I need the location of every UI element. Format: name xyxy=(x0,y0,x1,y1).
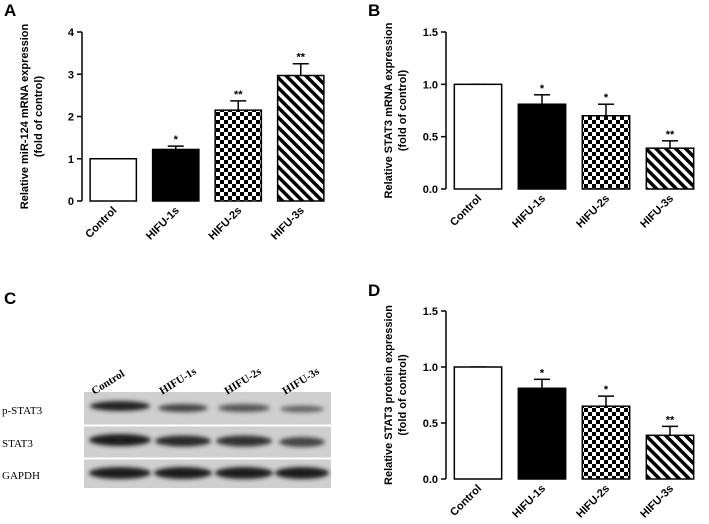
significance-label: ** xyxy=(296,52,305,64)
significance-label: * xyxy=(540,367,545,379)
blot-panel: C xyxy=(4,289,331,488)
x-tick-label: HIFU-3s xyxy=(638,483,676,521)
x-tick-label: HIFU-1s xyxy=(144,205,182,243)
y-axis-label: (fold of control) xyxy=(397,354,409,436)
y-tick-label: 0.5 xyxy=(423,418,438,430)
bar xyxy=(89,158,138,202)
x-tick-label: HIFU-2s xyxy=(574,193,612,231)
blot-row-label: GAPDH xyxy=(2,470,40,482)
y-axis-label: Relative STAT3 protein expression xyxy=(383,305,395,485)
y-tick-label: 1 xyxy=(68,154,74,166)
bar xyxy=(214,109,263,202)
x-tick-label: HIFU-2s xyxy=(574,483,612,521)
y-tick-label: 4 xyxy=(68,27,75,39)
significance-label: ** xyxy=(234,89,243,101)
y-tick-label: 1.0 xyxy=(423,362,438,374)
significance-label: * xyxy=(604,92,609,104)
x-tick-label: HIFU-3s xyxy=(638,193,676,231)
bar xyxy=(581,405,631,480)
x-tick-label: Control xyxy=(83,205,119,241)
y-tick-label: 1.5 xyxy=(423,27,438,39)
significance-label: ** xyxy=(666,414,675,426)
y-tick-label: 0 xyxy=(68,196,74,208)
panel-label: B xyxy=(368,1,380,20)
y-axis-label: (fold of control) xyxy=(397,70,409,152)
significance-label: * xyxy=(540,83,545,95)
y-tick-label: 0.0 xyxy=(423,474,438,486)
significance-label: * xyxy=(174,134,179,146)
x-tick-label: Control xyxy=(448,193,484,229)
bar xyxy=(581,114,631,190)
y-axis-label: Relative miR-124 mRNA expression xyxy=(19,24,31,210)
y-tick-label: 0.5 xyxy=(423,132,438,144)
bar xyxy=(453,366,503,480)
x-tick-label: HIFU-3s xyxy=(269,205,307,243)
y-tick-label: 1.5 xyxy=(423,306,438,318)
y-tick-label: 0.0 xyxy=(423,184,438,196)
x-tick-label: HIFU-1s xyxy=(510,483,548,521)
panel-label: D xyxy=(368,281,380,300)
x-tick-label: HIFU-1s xyxy=(510,193,548,231)
bar xyxy=(645,147,695,190)
bar xyxy=(517,103,567,190)
bar xyxy=(276,74,325,202)
y-axis-label: (fold of control) xyxy=(33,76,45,158)
x-tick-label: Control xyxy=(448,483,484,519)
y-tick-label: 2 xyxy=(68,112,74,124)
bar xyxy=(151,148,200,202)
panel-label: A xyxy=(4,1,16,20)
bar xyxy=(453,83,503,190)
significance-label: ** xyxy=(666,129,675,141)
bar xyxy=(517,387,567,480)
blot-bands xyxy=(89,401,329,479)
bar xyxy=(645,434,695,480)
y-tick-label: 3 xyxy=(68,69,74,81)
panel-label: C xyxy=(4,289,16,308)
significance-label: * xyxy=(604,384,609,396)
blot-row-label: STAT3 xyxy=(2,438,33,450)
y-axis-label: Relative STAT3 mRNA expression xyxy=(383,22,395,198)
y-tick-label: 1.0 xyxy=(423,79,438,91)
x-tick-label: HIFU-2s xyxy=(206,205,244,243)
blot-row-label: p-STAT3 xyxy=(2,405,43,417)
